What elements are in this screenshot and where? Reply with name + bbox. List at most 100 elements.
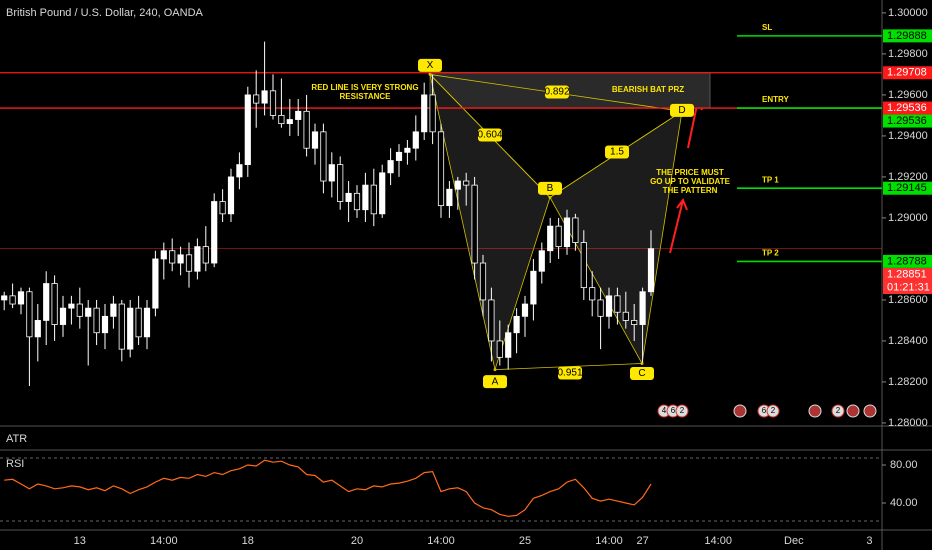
y-tick-label: 1.29600: [888, 89, 928, 101]
candle-body: [379, 172, 386, 215]
rsi-tick-label: 80.00: [890, 459, 918, 471]
pattern-ratio: 0.604: [477, 130, 502, 141]
candle-body: [244, 94, 251, 166]
candle-body: [404, 147, 411, 153]
y-tick-label: 1.28600: [888, 294, 928, 306]
annotation: RED LINE IS VERY STRONG: [311, 83, 418, 92]
candle-body: [328, 164, 335, 182]
pattern-point-label-box: [418, 58, 442, 72]
pattern-ratio-box: [605, 145, 629, 159]
candle-body: [143, 307, 151, 338]
event-flag: [733, 404, 747, 418]
candle-body: [446, 188, 453, 207]
candle-body: [530, 270, 537, 305]
candle-body: [547, 225, 554, 252]
candle-body: [59, 307, 67, 325]
candle-body: [589, 287, 596, 301]
candle-body: [219, 201, 226, 215]
pattern-point: [428, 72, 432, 76]
x-tick-label: Dec: [784, 535, 804, 547]
candle-body: [580, 242, 587, 289]
price-badge: [883, 66, 932, 80]
price-badge: [883, 101, 932, 115]
price-badge: [883, 29, 932, 43]
candle-body: [521, 303, 529, 317]
annotation: THE PRICE MUST: [656, 168, 724, 177]
price-badge-label: 1.29888: [887, 30, 927, 42]
x-tick-label: 20: [351, 535, 363, 547]
candle-body: [463, 180, 470, 186]
event-badge: [831, 404, 845, 418]
event-badge-label: 2: [836, 406, 841, 415]
rsi-line: [4, 459, 652, 517]
event-badge: [675, 404, 689, 418]
candle-body: [614, 295, 621, 313]
candle-body: [211, 201, 218, 264]
price-badge-label: 1.28788: [887, 255, 927, 267]
arrow: [669, 197, 688, 254]
countdown: 01:21:31: [887, 281, 930, 293]
pattern-ratio-box: [478, 128, 502, 142]
price-badge: [883, 254, 932, 268]
x-tick-label: 27: [636, 535, 648, 547]
candle-body: [513, 315, 520, 334]
x-tick-label: 14:00: [704, 535, 732, 547]
prz-box: [429, 72, 711, 109]
event-flag: [846, 404, 860, 418]
event-badge-label: 2: [771, 406, 776, 415]
pattern-point-label: A: [492, 376, 499, 387]
candle-body: [278, 115, 285, 125]
candle-body: [387, 160, 394, 174]
candle-body: [160, 250, 167, 260]
pattern-ratio-box: [545, 85, 569, 99]
x-tick-label: 25: [519, 535, 531, 547]
candle-body: [362, 184, 369, 211]
rsi-title: RSI: [6, 458, 24, 470]
candle-body: [320, 131, 327, 182]
pattern-point-label-box: [483, 375, 507, 389]
candle-body: [1, 295, 8, 301]
candle-body: [538, 250, 545, 272]
event-badge-label: 6: [671, 406, 676, 415]
y-tick-label: 1.28400: [888, 335, 928, 347]
annotation: THE PATTERN: [663, 186, 718, 195]
event-flag: [863, 404, 877, 418]
candle-body: [412, 131, 419, 149]
level-name: TP 2: [762, 249, 779, 258]
pattern-point-label-box: [630, 366, 654, 380]
x-tick-label: 14:00: [427, 535, 455, 547]
event-flag: [808, 404, 822, 418]
atr-title: ATR: [6, 433, 27, 445]
pattern-point: [493, 368, 497, 372]
candle-body: [353, 192, 361, 211]
x-tick-label: 14:00: [150, 535, 178, 547]
candle-body: [505, 332, 512, 358]
candle-body: [639, 291, 646, 325]
candle-body: [311, 131, 319, 149]
candle-body: [253, 94, 260, 104]
pattern-point: [548, 195, 552, 199]
candle-body: [9, 295, 16, 305]
candle-body: [496, 340, 503, 358]
price-badge: [883, 114, 932, 128]
candle-body: [429, 94, 436, 133]
candle-body: [261, 90, 268, 104]
candle-body: [51, 283, 58, 325]
price-badge: [883, 181, 932, 195]
event-badge-label: 6: [762, 406, 767, 415]
y-tick-label: 1.28000: [888, 417, 928, 429]
candle-body: [437, 131, 445, 207]
pattern-ratio-box: [558, 366, 582, 380]
candle-body: [622, 311, 629, 321]
candle-body: [101, 315, 109, 334]
candle-body: [631, 320, 638, 325]
candle-body: [605, 295, 613, 317]
x-tick-label: 18: [242, 535, 254, 547]
candle-body: [26, 291, 33, 338]
candle-body: [68, 303, 75, 309]
candle-body: [555, 225, 562, 248]
candle-body: [303, 110, 310, 149]
y-tick-label: 1.28200: [888, 376, 928, 388]
candle-body: [227, 176, 235, 215]
candle-body: [488, 299, 495, 342]
